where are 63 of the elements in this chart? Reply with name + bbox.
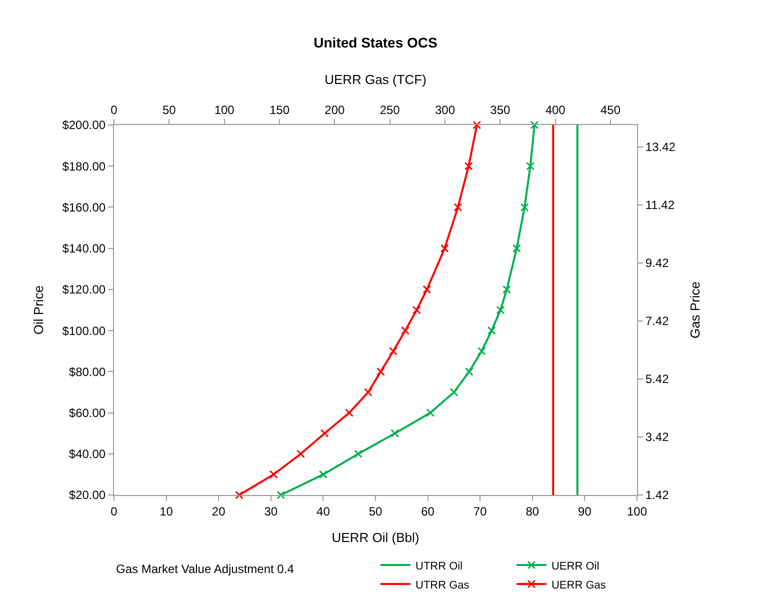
x-tick-label: 40 xyxy=(316,504,330,518)
x-tick-label: 60 xyxy=(421,504,435,518)
legend-label: UTRR Oil xyxy=(416,560,463,572)
legend-label: UERR Gas xyxy=(551,579,606,592)
x2-tick-label: 50 xyxy=(162,103,176,118)
x2-tick-label: 450 xyxy=(600,103,621,118)
x2-tick-label: 0 xyxy=(110,103,118,118)
legend-label: UERR Oil xyxy=(551,560,600,572)
x2-tick-label: 100 xyxy=(214,103,235,118)
x2-tick-label: 200 xyxy=(324,103,346,118)
y-tick-label: $180.00 xyxy=(62,159,106,174)
y-tick-label: $160.00 xyxy=(62,200,106,214)
x-tick-label: 0 xyxy=(110,504,118,518)
x-tick-label: 100 xyxy=(626,504,648,518)
point xyxy=(502,285,512,294)
point xyxy=(530,120,539,130)
x-tick-label: 30 xyxy=(264,504,278,518)
point xyxy=(276,490,286,500)
point xyxy=(426,408,435,418)
y2-tick-label: 13.42 xyxy=(645,140,676,154)
y-tick-label: $200.00 xyxy=(62,118,106,132)
y-tick-label: $40.00 xyxy=(68,447,106,462)
legend-label: UTRR Gas xyxy=(416,579,470,592)
point xyxy=(354,450,362,458)
point xyxy=(520,202,529,212)
y-tick-label: $20.00 xyxy=(68,488,106,502)
y2-axis-title: Gas Price xyxy=(687,281,702,339)
y-axis-title: Oil Price xyxy=(31,285,46,335)
x2-tick-label: 250 xyxy=(380,103,400,118)
point xyxy=(450,388,458,396)
point xyxy=(390,429,400,438)
point xyxy=(464,367,474,376)
y2-tick-label: 1.42 xyxy=(645,488,670,502)
text: Gas Market Value Adjustment 0.4 xyxy=(116,562,294,576)
point xyxy=(477,346,486,356)
y2-tick-label: 5.42 xyxy=(645,372,670,386)
y2-tick-label: 3.42 xyxy=(645,430,670,444)
y-tick-label: $80.00 xyxy=(68,364,106,379)
x-axis-title: UERR Oil (Bbl) xyxy=(332,530,420,545)
point xyxy=(496,306,505,314)
x-tick-label: 80 xyxy=(526,504,540,518)
x2-tick-label: 400 xyxy=(545,103,566,118)
x-tick-label: 90 xyxy=(578,504,592,518)
x-tick-label: 50 xyxy=(368,504,382,518)
y-tick-label: $120.00 xyxy=(62,282,106,297)
y-tick-label: $100.00 xyxy=(62,324,106,338)
y2-tick-label: 9.42 xyxy=(645,256,670,270)
y2-tick-label: 7.42 xyxy=(645,314,670,328)
x2-tick-label: 350 xyxy=(490,103,511,118)
x-tick-label: 70 xyxy=(473,504,488,518)
point xyxy=(512,244,521,253)
point xyxy=(487,326,496,335)
x2-tick-label: 150 xyxy=(269,103,290,118)
y-tick-label: $140.00 xyxy=(62,242,106,256)
chart-title: United States OCS xyxy=(314,34,438,51)
y-tick-label: $60.00 xyxy=(68,406,106,420)
y2-tick-label: 11.42 xyxy=(645,198,675,212)
x-tick-label: 20 xyxy=(212,504,226,518)
x2-tick-label: 300 xyxy=(434,103,456,118)
point xyxy=(526,162,535,170)
x2-axis-title: UERR Gas (TCF) xyxy=(324,72,426,88)
point xyxy=(318,470,328,479)
x-tick-label: 10 xyxy=(160,504,174,518)
